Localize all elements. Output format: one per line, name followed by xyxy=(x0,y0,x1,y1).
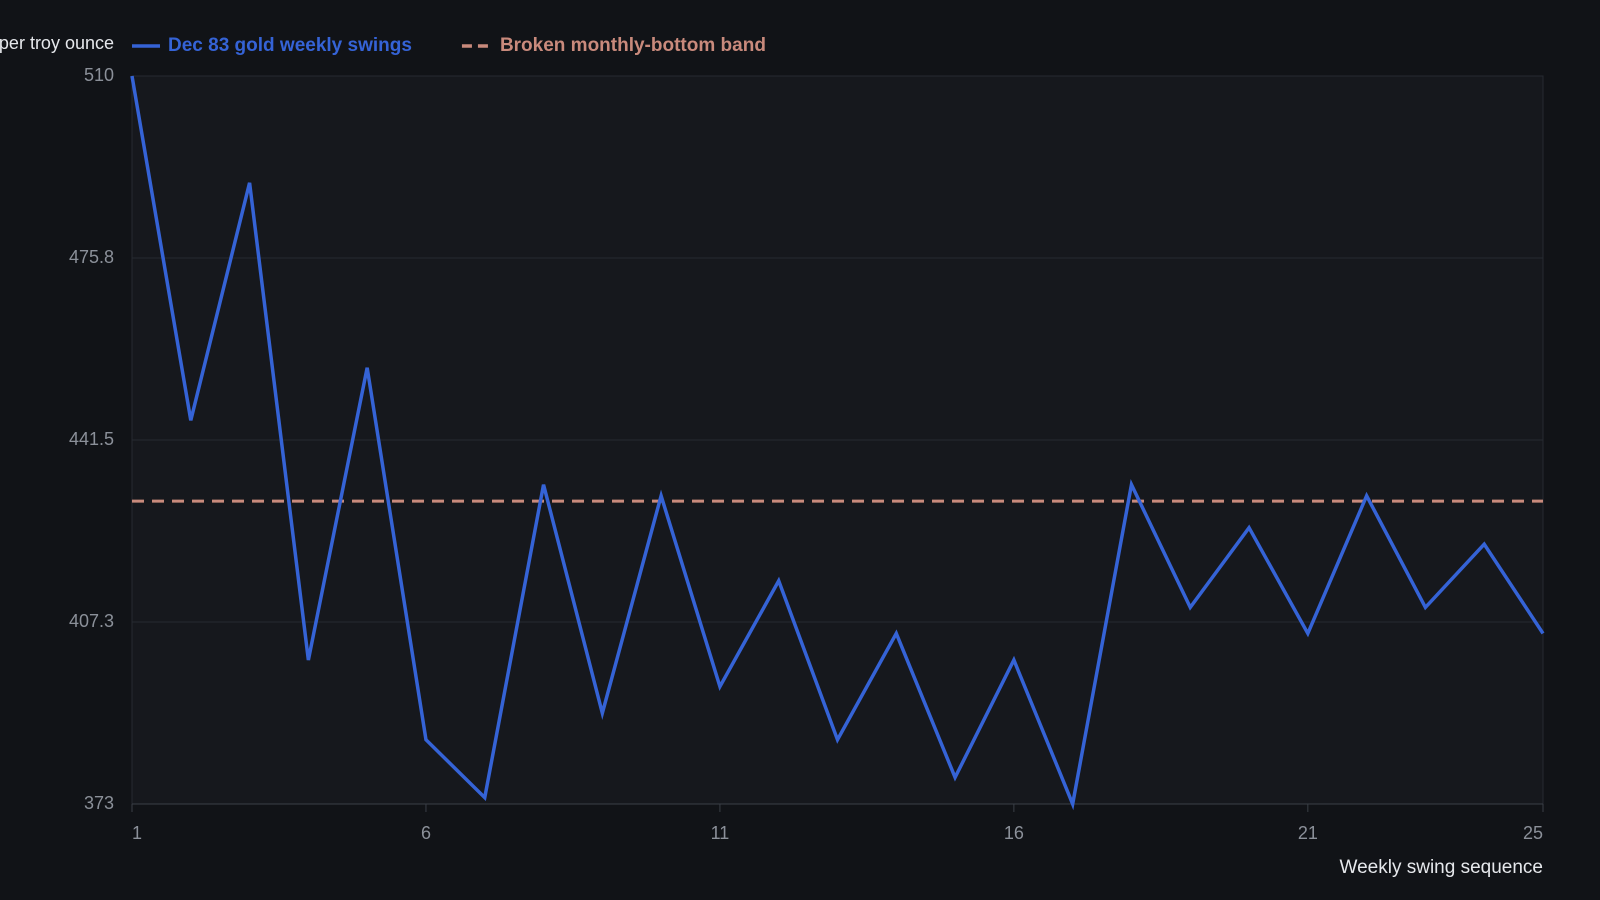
x-tick-label: 21 xyxy=(1298,823,1318,843)
y-tick-label: 475.8 xyxy=(69,247,114,267)
y-tick-label: 373 xyxy=(84,793,114,813)
x-tick-label: 6 xyxy=(421,823,431,843)
data-line xyxy=(130,75,1545,811)
x-tick-label: 16 xyxy=(1004,823,1024,843)
y-axis-label: per troy ounce xyxy=(0,33,114,53)
legend-label: Dec 83 gold weekly swings xyxy=(168,35,412,56)
legend-label: Broken monthly-bottom band xyxy=(500,35,766,56)
x-axis-label: Weekly swing sequence xyxy=(1340,857,1543,878)
y-tick-label: 441.5 xyxy=(69,429,114,449)
y-tick-label: 407.3 xyxy=(69,611,114,631)
x-tick-label: 11 xyxy=(711,823,730,843)
y-tick-label: 510 xyxy=(84,65,114,85)
x-tick-label: 25 xyxy=(1523,823,1543,843)
x-tick-label: 1 xyxy=(132,823,142,843)
